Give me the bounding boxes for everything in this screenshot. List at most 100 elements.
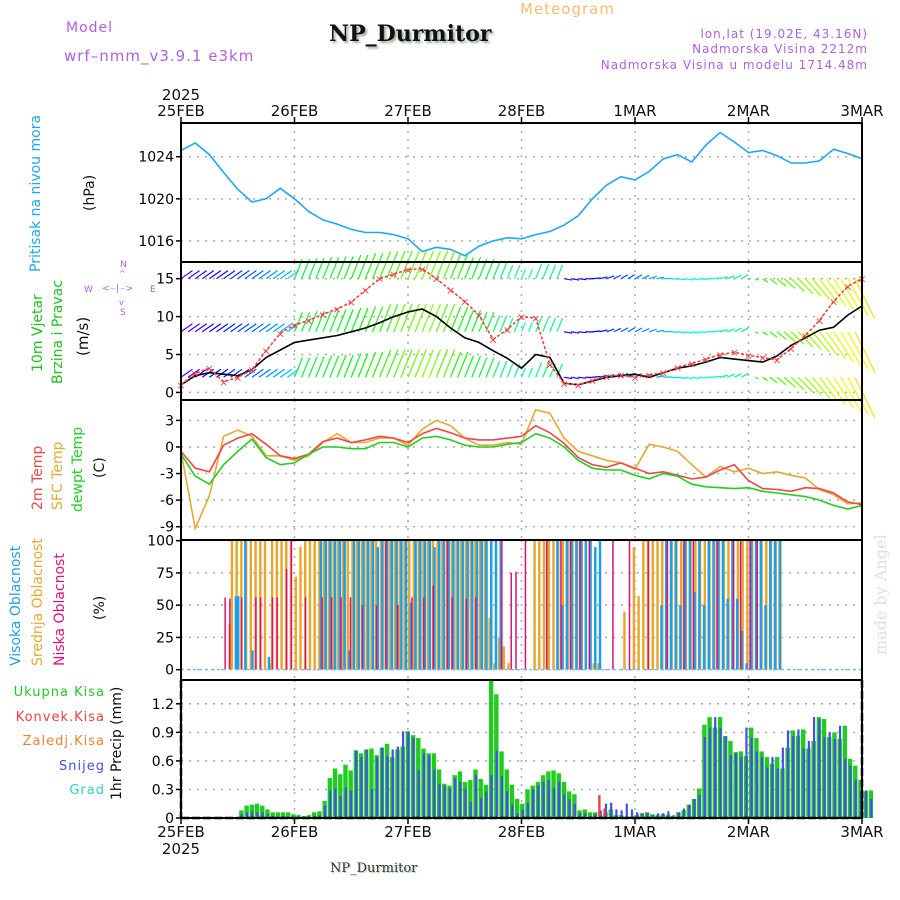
wind-barb (649, 328, 657, 333)
gust-marker: × (418, 263, 427, 276)
precip-snow-bar (703, 737, 706, 818)
precip-snow-bar (651, 815, 654, 818)
y-tick-label: -9 (160, 520, 174, 536)
x-tick-label-top: 28FEB (498, 102, 545, 120)
precip-snow-bar (516, 813, 519, 818)
cloud-bar (669, 540, 673, 670)
wind-barb (620, 327, 629, 333)
precip-snow-bar (672, 815, 675, 818)
precip-snow-bar (339, 796, 342, 818)
precip-snow-bar (245, 812, 249, 818)
cloud-bar (647, 540, 650, 670)
wind-barb (563, 331, 573, 334)
precip-snow-bar (256, 812, 259, 818)
gust-marker: × (673, 361, 682, 374)
gust-marker: × (772, 354, 781, 367)
precip-snow-bar (381, 747, 384, 818)
x-tick-label-top: 1MAR (613, 102, 656, 120)
wind-barb (677, 278, 686, 281)
gust-marker: × (701, 353, 710, 366)
wind-barb (435, 303, 449, 332)
legend-snow: Snijeg (59, 759, 105, 774)
wind-barb (223, 270, 236, 280)
cloud-bar (451, 597, 453, 670)
wind-barb (492, 315, 501, 332)
cloud-bar (651, 540, 655, 670)
precip-snow-bar (636, 812, 639, 818)
wind-barb (762, 331, 768, 336)
cloud-bar (308, 540, 312, 670)
wind-barb (556, 264, 564, 279)
wind-barb (783, 278, 796, 290)
cloud-bar (749, 540, 751, 670)
gust-marker: × (630, 371, 639, 384)
cloud-bar (442, 540, 446, 670)
wind-barb (528, 367, 533, 378)
precip-total-bar (369, 748, 374, 818)
cloud-bar (497, 637, 501, 670)
wind-barb (357, 307, 369, 332)
panel-frame (180, 399, 863, 541)
cloud-bar (276, 597, 278, 670)
precip-snow-bar (667, 811, 670, 818)
cloud-bar (679, 605, 682, 670)
wind-barb (734, 327, 742, 333)
cloud-bar (367, 540, 370, 670)
precip-snow-bar (812, 717, 816, 818)
precip-snow-bar (854, 779, 857, 818)
wind-barb (343, 354, 354, 378)
wind-barb (599, 329, 608, 333)
cloud-bar (374, 540, 378, 670)
cloud-bar (371, 540, 375, 670)
wind-barb (513, 318, 521, 332)
cloud-bar (365, 540, 368, 670)
precip-snow-bar (240, 814, 243, 818)
wind-barb (471, 257, 482, 279)
cloud-bar (461, 540, 465, 670)
wind-barb (492, 360, 501, 378)
wind-barb (592, 375, 601, 378)
precip-snow-bar (646, 813, 649, 818)
cloud-bar (361, 605, 364, 670)
wind-barb (230, 323, 243, 333)
cloud-bar (545, 540, 548, 670)
wind-barb (421, 303, 434, 332)
cloud-bar (357, 540, 361, 670)
precip-snow-bar (391, 749, 394, 818)
gust-marker: × (517, 311, 526, 324)
wind-barb (833, 376, 854, 408)
cloud-bar (389, 540, 392, 670)
cloud-bar (716, 540, 720, 670)
wind-barb (371, 306, 384, 332)
wind-barb (400, 349, 413, 378)
wind-barb (556, 317, 564, 332)
dewpt-line (180, 432, 863, 510)
cloud-bar (716, 540, 718, 670)
x-tick-label-bottom: 1MAR (613, 823, 656, 841)
page-title: NP_Durmitor (329, 21, 492, 47)
cloud-bar (494, 540, 498, 670)
wind-barb (506, 363, 514, 378)
precip-snow-bar (537, 785, 540, 818)
precip-snow-bar (573, 803, 576, 818)
wind-barb (216, 323, 229, 333)
gust-marker: × (276, 327, 285, 340)
cloud-bar (318, 540, 321, 670)
wind-barb (379, 349, 392, 378)
precip-total-bar (270, 812, 275, 818)
wind-barb (251, 323, 264, 333)
location-lonlat: lon,lat (19.02E, 43.16N) (700, 27, 868, 41)
precip-snow-bar (355, 750, 358, 818)
precip-snow-bar (750, 738, 753, 818)
y-tick-label: 75 (156, 566, 174, 582)
cloud-bar (579, 540, 581, 670)
precip-snow-bar (469, 801, 472, 818)
cloud-bar (340, 597, 342, 670)
gust-marker: × (531, 312, 540, 325)
precip-total-bar (260, 805, 265, 818)
wind-barb (804, 331, 822, 350)
cloud-bar (280, 540, 283, 670)
precip-snow-bar (349, 790, 353, 818)
gust-marker: × (219, 376, 228, 389)
y-tick-label: 0.9 (152, 725, 174, 741)
